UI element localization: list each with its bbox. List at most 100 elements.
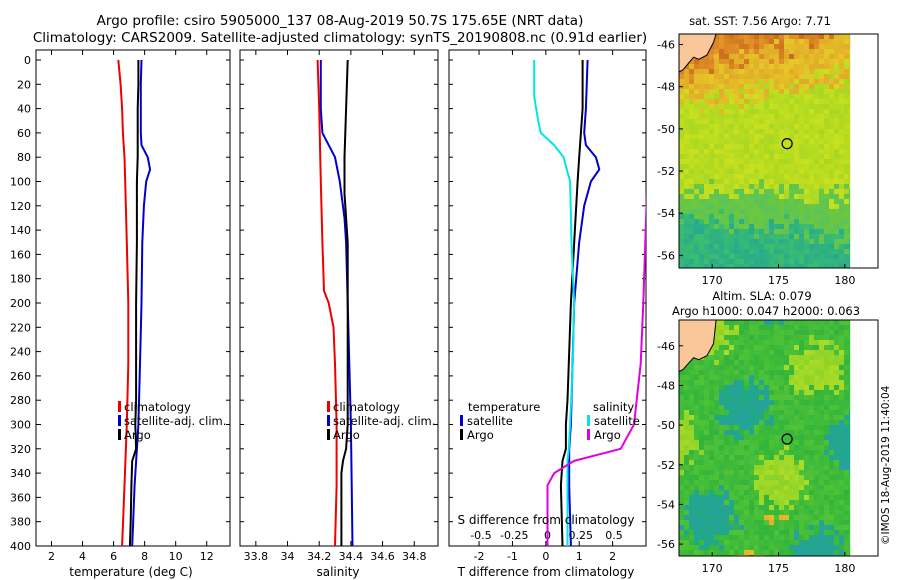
map-cell (829, 515, 834, 520)
map-cell (709, 159, 714, 164)
legend-swatch-s-satellite (587, 415, 590, 426)
map-cell (824, 84, 829, 89)
map-cell (739, 525, 744, 530)
map-cell (714, 365, 719, 370)
depth-tick-label: 220 (10, 321, 31, 334)
map-cell (694, 94, 699, 99)
map-cell (759, 109, 764, 114)
map-cell (694, 495, 699, 500)
map-cell (834, 490, 839, 495)
map-cell (749, 415, 754, 420)
map-cell (724, 209, 729, 214)
map-cell (849, 39, 851, 44)
map-cell (689, 79, 694, 84)
map-cell (784, 335, 789, 340)
map-cell (759, 420, 764, 425)
map-cell (814, 204, 819, 209)
map-cell (714, 450, 719, 455)
map-cell (714, 139, 719, 144)
map-cell (814, 500, 819, 505)
map-cell (684, 480, 689, 485)
map-cell (739, 34, 744, 39)
map-cell (839, 465, 844, 470)
map-cell (739, 530, 744, 535)
map-cell (694, 119, 699, 124)
map-cell (704, 164, 709, 169)
map-cell (814, 94, 819, 99)
map-cell (804, 94, 809, 99)
map-cell (754, 460, 759, 465)
map-cell (794, 34, 799, 39)
map-cell (824, 39, 829, 44)
map-cell (794, 395, 799, 400)
map-cell (794, 244, 799, 249)
map-cell (794, 425, 799, 430)
map-cell (834, 214, 839, 219)
map-cell (824, 99, 829, 104)
map-cell (799, 184, 804, 189)
map-cell (789, 129, 794, 134)
map-cell (704, 234, 709, 239)
map-cell (754, 450, 759, 455)
map-lat-label: -56 (657, 538, 675, 551)
map-cell (714, 79, 719, 84)
map-cell (694, 370, 699, 375)
map-cell (699, 234, 704, 239)
map-cell (729, 174, 734, 179)
map-cell (824, 520, 829, 525)
map-cell (769, 34, 774, 39)
map-cell (789, 360, 794, 365)
map-cell (824, 94, 829, 99)
map-cell (799, 134, 804, 139)
map-cell (814, 109, 819, 114)
map-cell (704, 194, 709, 199)
map-cell (759, 400, 764, 405)
map-cell (724, 184, 729, 189)
map-cell (729, 360, 734, 365)
map-cell (759, 355, 764, 360)
map-cell (829, 239, 834, 244)
map-cell (749, 495, 754, 500)
map-cell (824, 234, 829, 239)
map-cell (699, 114, 704, 119)
map-cell (804, 495, 809, 500)
map-cell (804, 450, 809, 455)
x-tick-label: 34.6 (370, 550, 395, 563)
difference-plot-frame (448, 49, 647, 547)
map-cell (734, 154, 739, 159)
map-cell (754, 234, 759, 239)
map-cell (809, 74, 814, 79)
map-cell (724, 204, 729, 209)
map-cell (759, 74, 764, 79)
x-tick-label: 34.2 (307, 550, 332, 563)
map-cell (809, 470, 814, 475)
map-cell (844, 119, 849, 124)
map-cell (809, 214, 814, 219)
map-cell (849, 435, 851, 440)
map-cell (814, 69, 819, 74)
map-cell (834, 234, 839, 239)
map-cell (729, 129, 734, 134)
map-cell (734, 495, 739, 500)
map-cell (704, 59, 709, 64)
map-cell (844, 109, 849, 114)
map-cell (754, 535, 759, 540)
map-cell (834, 320, 839, 325)
map-cell (849, 510, 851, 515)
map-cell (734, 520, 739, 525)
map-cell (839, 84, 844, 89)
map-cell (704, 219, 709, 224)
map-cell (739, 89, 744, 94)
map-cell (724, 44, 729, 49)
map-cell (764, 129, 769, 134)
map-cell (784, 64, 789, 69)
map-cell (844, 219, 849, 224)
map-cell (844, 370, 849, 375)
map-cell (744, 330, 749, 335)
map-cell (839, 380, 844, 385)
map-cell (814, 510, 819, 515)
map-cell (709, 450, 714, 455)
map-cell (759, 550, 764, 555)
map-cell (824, 89, 829, 94)
map-cell (724, 385, 729, 390)
